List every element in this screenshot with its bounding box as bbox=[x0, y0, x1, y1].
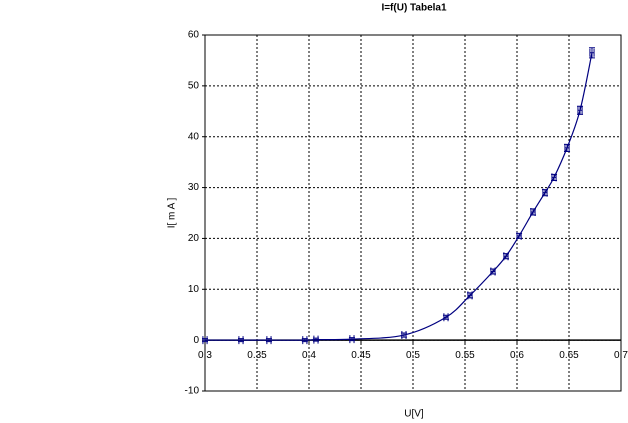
chart-title: I=f(U) Tabela1 bbox=[381, 3, 447, 14]
x-error-bar bbox=[202, 336, 208, 345]
curve bbox=[205, 52, 593, 341]
x-error-bar bbox=[503, 252, 509, 261]
x-error-bar bbox=[401, 331, 407, 340]
y-tick-label: -10 bbox=[185, 386, 200, 397]
y-tick-label: 0 bbox=[193, 335, 199, 346]
x-error-bar bbox=[564, 143, 570, 152]
x-error-bar bbox=[530, 207, 536, 216]
y-tick-label: 10 bbox=[188, 284, 200, 295]
x-error-bar bbox=[266, 336, 272, 345]
x-error-bar bbox=[238, 336, 244, 345]
y-tick-label: 30 bbox=[188, 182, 200, 193]
x-error-bar bbox=[589, 48, 595, 57]
y-tick-label: 60 bbox=[188, 30, 200, 41]
y-tick-label: 50 bbox=[188, 80, 200, 91]
x-error-bar bbox=[349, 335, 355, 344]
x-error-bar bbox=[490, 267, 496, 276]
y-tick-label: 40 bbox=[188, 131, 200, 142]
x-error-bar bbox=[551, 173, 557, 182]
y-axis-label: I[ m A ] bbox=[167, 198, 178, 229]
plot-border bbox=[204, 34, 622, 392]
x-error-bar bbox=[467, 291, 473, 300]
x-axis-label: U[V] bbox=[404, 409, 424, 420]
x-error-bar bbox=[516, 231, 522, 240]
x-error-bar bbox=[542, 188, 548, 197]
x-error-bar bbox=[313, 335, 319, 344]
x-error-bar bbox=[443, 313, 449, 322]
y-tick-label: 20 bbox=[188, 233, 200, 244]
x-error-bar bbox=[302, 336, 308, 345]
x-error-bar bbox=[577, 106, 583, 115]
